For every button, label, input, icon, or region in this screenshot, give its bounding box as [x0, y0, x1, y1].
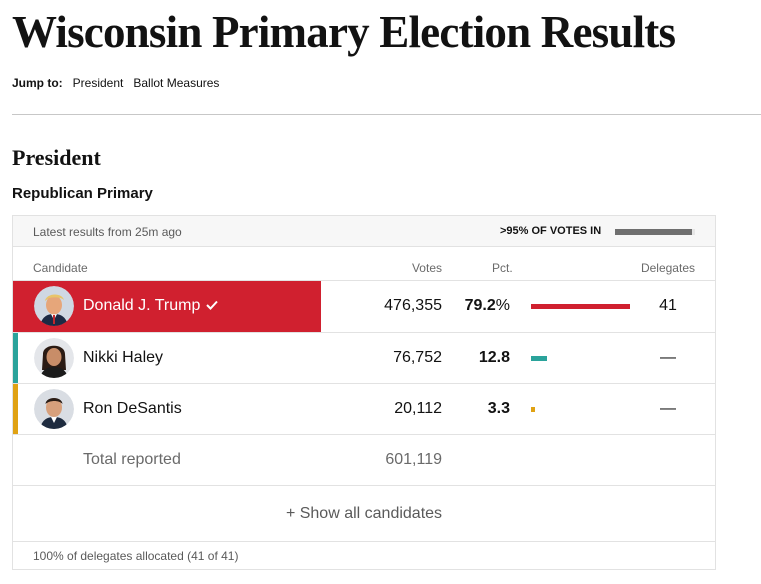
delegates-footer: 100% of delegates allocated (41 of 41): [13, 541, 715, 569]
candidate-pct: 12.8: [478, 349, 510, 366]
candidate-row: Ron DeSantis 20,112 3.3 —: [13, 383, 715, 435]
votes-in-text: >95% OF VOTES IN: [500, 225, 602, 237]
total-votes: 601,119: [385, 451, 442, 468]
checkmark-icon: [206, 297, 219, 315]
race-title: Republican Primary: [12, 185, 153, 202]
pct-bar: [531, 356, 547, 361]
candidate-pct: 3.3: [487, 400, 510, 417]
candidate-votes: 476,355: [384, 297, 442, 314]
avatar: [34, 389, 74, 429]
results-table: Latest results from 25m ago >95% OF VOTE…: [12, 215, 716, 570]
total-row: Total reported 601,119: [13, 434, 715, 485]
candidate-row: Donald J. Trump 476,355 79.2% 41: [13, 280, 715, 332]
divider: [12, 114, 761, 115]
jump-nav: Jump to: President Ballot Measures: [12, 76, 229, 90]
jump-link-ballot-measures[interactable]: Ballot Measures: [133, 76, 220, 90]
col-header-pct: Pct.: [492, 261, 513, 275]
section-title: President: [12, 145, 101, 170]
candidate-votes: 20,112: [394, 400, 442, 417]
pct-bar: [531, 304, 630, 309]
votes-in-progress-bar: [615, 229, 695, 235]
candidate-delegates: 41: [659, 297, 677, 314]
page-title: Wisconsin Primary Election Results: [12, 7, 676, 57]
candidate-delegates: —: [660, 400, 676, 417]
jump-label: Jump to:: [12, 76, 63, 90]
candidate-name: Ron DeSantis: [83, 400, 182, 417]
candidate-delegates: —: [660, 349, 676, 366]
col-header-votes: Votes: [411, 261, 442, 275]
candidate-row: Nikki Haley 76,752 12.8 —: [13, 332, 715, 384]
total-label: Total reported: [83, 451, 181, 468]
jump-link-president[interactable]: President: [72, 76, 124, 90]
latest-results-text: Latest results from 25m ago: [33, 225, 182, 239]
show-all-candidates-button[interactable]: + Show all candidates: [13, 485, 715, 541]
candidate-color-stripe: [13, 333, 18, 384]
avatar: [34, 286, 74, 326]
candidate-name: Donald J. Trump: [83, 297, 219, 315]
candidate-color-stripe: [13, 384, 18, 435]
col-header-candidate: Candidate: [33, 261, 88, 275]
status-bar: Latest results from 25m ago >95% OF VOTE…: [13, 216, 715, 247]
candidate-name: Nikki Haley: [83, 349, 164, 366]
delegates-allocated-text: 100% of delegates allocated (41 of 41): [33, 549, 239, 563]
avatar: [34, 338, 74, 378]
candidate-pct: 79.2%: [464, 297, 510, 314]
votes-in-progress-fill: [615, 229, 692, 235]
pct-bar: [531, 407, 536, 412]
col-header-delegates: Delegates: [640, 261, 695, 275]
candidate-votes: 76,752: [393, 349, 442, 366]
